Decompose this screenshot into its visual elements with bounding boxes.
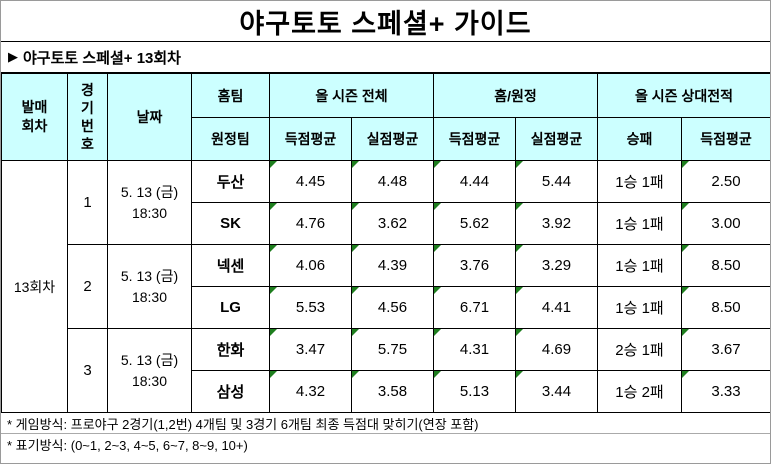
cell-away-team: 삼성 [191, 370, 270, 413]
table-row: SK 4.76 3.62 5.62 3.92 1승 1패 3.00 [2, 202, 770, 245]
header-sale-round: 발매회차 [1, 73, 68, 161]
date-line: 5. 13 (금) [120, 183, 179, 200]
cell-season-avg-scored: 4.06 [269, 244, 352, 287]
time-line: 18:30 [131, 372, 168, 389]
subtitle-arrow-icon: ▶ [8, 49, 18, 64]
cell-season-avg-conceded: 4.56 [351, 286, 434, 329]
header-season-avg-scored: 득점평균 [269, 117, 352, 161]
subtitle-label: 야구토토 스페셜+ 13회차 [23, 49, 181, 67]
cell-win-loss: 2승 1패 [597, 328, 682, 371]
cell-win-loss: 1승 1패 [597, 160, 682, 203]
cell-ha-avg-scored: 4.31 [433, 328, 516, 371]
round-subtitle: ▶ 야구토토 스페셜+ 13회차 [1, 42, 770, 73]
cell-home-team: 한화 [191, 328, 270, 371]
cell-ha-avg-scored: 6.71 [433, 286, 516, 329]
cell-season-avg-conceded: 5.75 [351, 328, 434, 371]
table-row: LG 5.53 4.56 6.71 4.41 1승 1패 8.50 [2, 286, 770, 329]
cell-season-avg-scored: 4.32 [269, 370, 352, 413]
header-season-avg-conceded: 실점평균 [351, 117, 434, 161]
cell-ha-avg-scored: 3.76 [433, 244, 516, 287]
header-away-team: 원정팀 [191, 117, 270, 161]
cell-season-avg-scored: 3.47 [269, 328, 352, 371]
cell-season-avg-scored: 5.53 [269, 286, 352, 329]
header-game-number: 경기번호 [67, 73, 108, 161]
header-home-away-group: 홈/원정 [433, 73, 598, 118]
cell-game-number: 3 [67, 328, 108, 413]
cell-win-loss: 1승 1패 [597, 244, 682, 287]
cell-date: 5. 13 (금) 18:30 [107, 328, 192, 413]
cell-sale-round: 13회차 [1, 160, 68, 413]
cell-game-number: 2 [67, 244, 108, 329]
header-ha-avg-conceded: 실점평균 [515, 117, 598, 161]
cell-ha-avg-conceded: 4.41 [515, 286, 598, 329]
header-home-team: 홈팀 [191, 73, 270, 118]
header-win-loss: 승패 [597, 117, 682, 161]
time-line: 18:30 [131, 288, 168, 305]
cell-season-avg-conceded: 4.48 [351, 160, 434, 203]
cell-h2h-avg-scored: 3.00 [680, 202, 770, 245]
date-line: 5. 13 (금) [120, 267, 179, 284]
cell-h2h-avg-scored: 3.33 [680, 370, 770, 413]
cell-home-team: 넥센 [191, 244, 270, 287]
cell-game-number: 1 [67, 160, 108, 245]
cell-season-avg-scored: 4.76 [269, 202, 352, 245]
cell-ha-avg-scored: 4.44 [433, 160, 516, 203]
time-line: 18:30 [131, 204, 168, 221]
date-line: 5. 13 (금) [120, 351, 179, 368]
header-h2h-group: 올 시즌 상대전적 [596, 73, 770, 118]
cell-away-team: LG [191, 286, 270, 329]
cell-h2h-avg-scored: 8.50 [680, 244, 770, 287]
cell-win-loss: 1승 1패 [597, 286, 682, 329]
cell-ha-avg-scored: 5.62 [433, 202, 516, 245]
table-row: 삼성 4.32 3.58 5.13 3.44 1승 2패 3.33 [2, 370, 770, 413]
footer-game-method: * 게임방식: 프로야구 2경기(1,2번) 4개팀 및 3경기 6개팀 최종 … [1, 413, 770, 434]
table-row: 2 5. 13 (금) 18:30 넥센 4.06 4.39 3.76 3.29… [2, 244, 770, 329]
cell-season-avg-conceded: 3.58 [351, 370, 434, 413]
cell-ha-avg-scored: 5.13 [433, 370, 516, 413]
cell-ha-avg-conceded: 3.44 [515, 370, 598, 413]
header-date: 날짜 [107, 73, 192, 161]
table-row: 13회차 1 5. 13 (금) 18:30 두산 4.45 4.48 4.44… [1, 160, 770, 413]
footer-notation: * 표기방식: (0~1, 2~3, 4~5, 6~7, 8~9, 10+) [1, 434, 770, 455]
header-ha-avg-scored: 득점평균 [433, 117, 516, 161]
cell-h2h-avg-scored: 3.67 [680, 328, 770, 371]
cell-season-avg-conceded: 4.39 [351, 244, 434, 287]
cell-ha-avg-conceded: 3.92 [515, 202, 598, 245]
cell-ha-avg-conceded: 4.69 [515, 328, 598, 371]
cell-date: 5. 13 (금) 18:30 [107, 244, 192, 329]
page-title: 야구토토 스페셜+ 가이드 [1, 1, 770, 42]
header-season-total-group: 올 시즌 전체 [269, 73, 434, 118]
cell-season-avg-scored: 4.45 [269, 160, 352, 203]
cell-win-loss: 1승 2패 [597, 370, 682, 413]
header-h2h-avg-scored: 득점평균 [680, 117, 770, 161]
cell-win-loss: 1승 1패 [597, 202, 682, 245]
cell-ha-avg-conceded: 5.44 [515, 160, 598, 203]
cell-ha-avg-conceded: 3.29 [515, 244, 598, 287]
cell-date: 5. 13 (금) 18:30 [107, 160, 192, 245]
guide-table: 발매회차 경기번호 날짜 홈팀 올 시즌 전체 홈/원정 올 시즌 상대전적 원… [1, 73, 770, 413]
cell-season-avg-conceded: 3.62 [351, 202, 434, 245]
cell-h2h-avg-scored: 2.50 [680, 160, 770, 203]
cell-h2h-avg-scored: 8.50 [680, 286, 770, 329]
cell-away-team: SK [191, 202, 270, 245]
cell-home-team: 두산 [191, 160, 270, 203]
table-row: 3 5. 13 (금) 18:30 한화 3.47 5.75 4.31 4.69… [2, 328, 770, 413]
